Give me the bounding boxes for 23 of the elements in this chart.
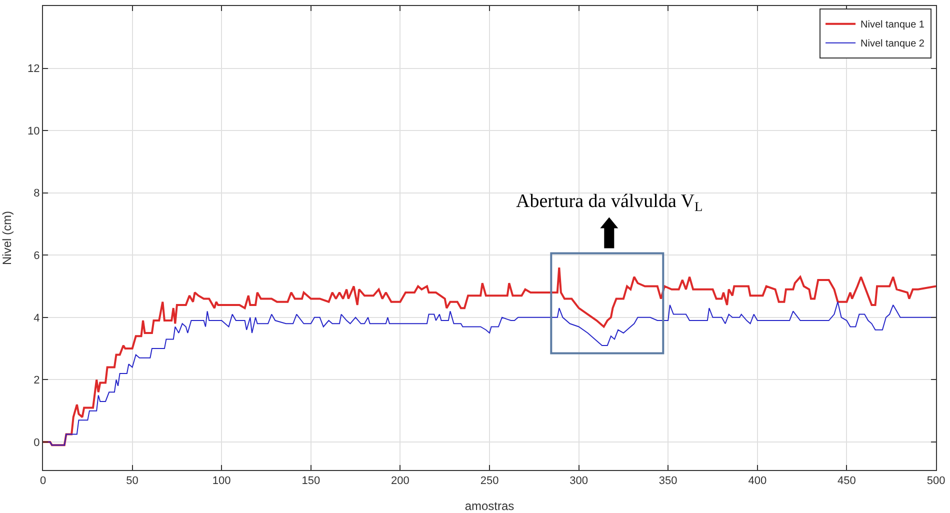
x-tick-label: 150 xyxy=(302,475,320,488)
x-tick-label: 300 xyxy=(570,475,588,488)
x-tick-label: 500 xyxy=(926,475,946,488)
y-tick-label: 12 xyxy=(28,63,40,76)
x-tick-label: 450 xyxy=(838,475,856,488)
y-axis-title: Nivel (cm) xyxy=(0,211,14,265)
x-tick-label: 250 xyxy=(480,475,499,488)
y-tick-label: 2 xyxy=(34,374,40,387)
y-tick-label: 6 xyxy=(34,250,40,262)
line-series xyxy=(43,266,936,446)
y-tick-label: 0 xyxy=(34,436,40,449)
x-tick-label: 100 xyxy=(212,475,231,488)
y-tick-label: 10 xyxy=(28,125,40,138)
annotation: Abertura da válvulda V$_{L}$ xyxy=(516,191,703,214)
x-tick-label: 400 xyxy=(748,475,767,488)
x-axis-title: amostras xyxy=(464,499,514,513)
x-tick-label: 350 xyxy=(658,475,678,488)
x-tick-label: 200 xyxy=(391,475,410,488)
y-tick-label: 4 xyxy=(34,312,40,324)
x-tick-label: 50 xyxy=(126,475,138,488)
y-tick-label: 8 xyxy=(34,188,40,200)
legend-label: Nivel tanque 2 xyxy=(860,38,925,50)
legend-label: Nivel tanque 1 xyxy=(860,20,925,31)
